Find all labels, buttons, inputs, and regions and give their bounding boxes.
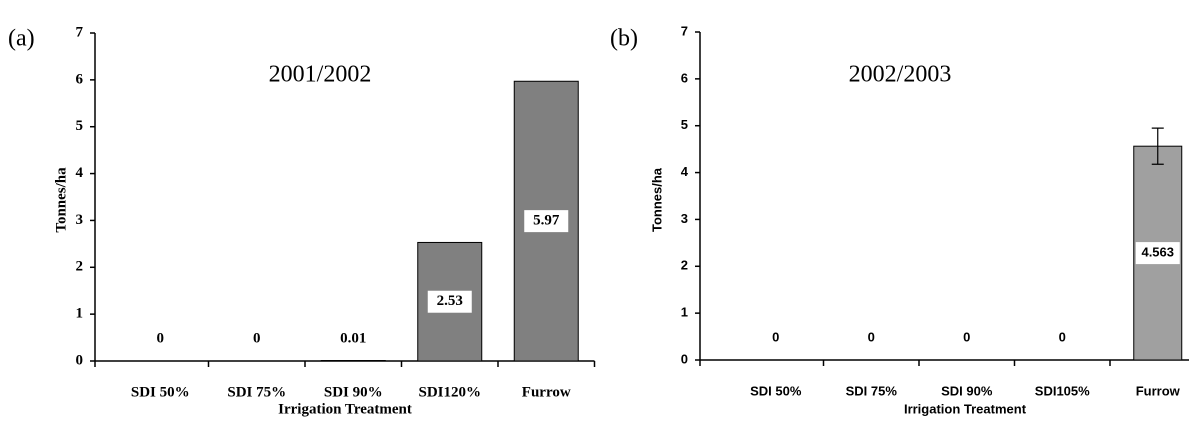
y-tick-label: 4 <box>681 164 689 179</box>
value-label-box <box>427 290 472 313</box>
error-bar <box>1151 127 1164 165</box>
y-tick-label: 4 <box>76 165 84 181</box>
value-label: 0 <box>963 329 970 344</box>
chart-b: (b) 2002/2003 Tonnes/ha Irrigation Treatmen… <box>610 23 1189 416</box>
y-tick-label: 2 <box>681 258 688 273</box>
value-label-box <box>1135 242 1180 265</box>
chart-title: 2002/2003 <box>849 62 952 88</box>
panel-label: (b) <box>610 26 638 52</box>
value-label: 5.97 <box>533 213 560 229</box>
x-tick-label: SDI120% <box>418 384 481 400</box>
value-label-box <box>524 210 569 233</box>
y-axis-label: Tonnes/ha <box>53 167 69 233</box>
y-tick-label: 5 <box>681 117 688 132</box>
y-tick-label: 0 <box>681 351 688 366</box>
y-tick-label: 1 <box>681 305 688 320</box>
chart-a: (a) 2001/2002 Tonnes/ha Irrigation Treatmen… <box>8 24 596 417</box>
x-tick-label: SDI 90% <box>324 384 383 400</box>
value-label: 0 <box>868 329 875 344</box>
y-axis-label: Tonnes/ha <box>649 167 664 232</box>
x-axis-label: Irrigation Treatment <box>278 401 412 417</box>
x-tick-label: SDI 50% <box>131 384 190 400</box>
y-tick-label: 0 <box>76 352 84 368</box>
x-tick-label: Furrow <box>1136 383 1181 398</box>
x-tick-label: SDI105% <box>1035 383 1090 398</box>
y-tick-label: 6 <box>76 71 84 87</box>
x-tick-label: SDI 90% <box>941 383 993 398</box>
x-tick-label: SDI 75% <box>846 383 898 398</box>
x-tick-label: Furrow <box>522 384 571 400</box>
value-label: 4.563 <box>1141 245 1174 260</box>
x-tick-label: SDI 50% <box>750 383 802 398</box>
panel-label: (a) <box>8 26 35 52</box>
y-tick-label: 6 <box>681 70 688 85</box>
value-label: 0 <box>157 330 165 346</box>
y-tick-label: 7 <box>681 23 688 38</box>
value-label: 0 <box>253 330 261 346</box>
value-label: 0 <box>1059 329 1066 344</box>
chart-title: 2001/2002 <box>269 62 372 88</box>
y-tick-label: 7 <box>76 24 84 40</box>
y-tick-label: 3 <box>76 212 84 228</box>
value-label: 0 <box>772 329 779 344</box>
value-label: 0.01 <box>340 330 366 346</box>
y-tick-label: 3 <box>681 211 688 226</box>
x-axis-label: Irrigation Treatment <box>904 401 1027 416</box>
y-tick-label: 1 <box>76 306 84 322</box>
x-tick-label: SDI 75% <box>227 384 286 400</box>
value-label: 2.53 <box>437 293 463 309</box>
y-tick-label: 5 <box>76 118 84 134</box>
y-tick-label: 2 <box>76 259 84 275</box>
